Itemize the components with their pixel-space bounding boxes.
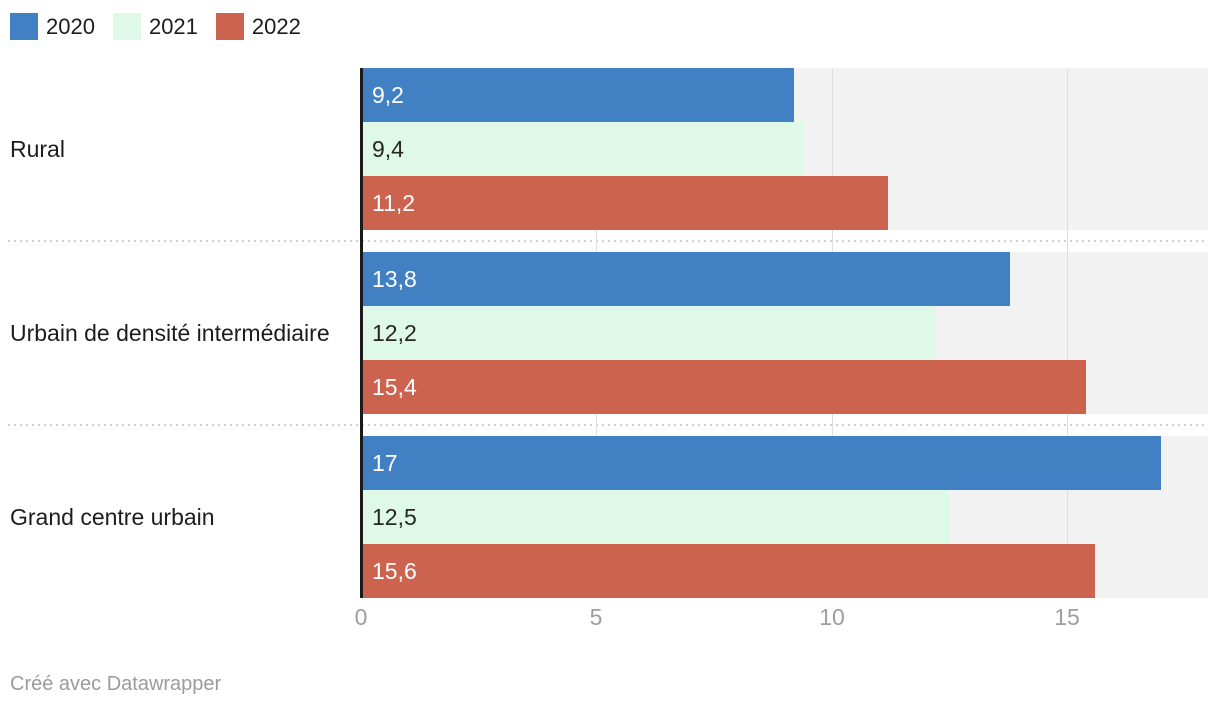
attribution-text: Créé avec Datawrapper [10,673,222,695]
bar-value-label: 11,2 [372,189,416,216]
bar-value-label: 12,2 [372,319,417,346]
group-separator [8,424,1208,426]
legend-label: 2021 [148,14,198,39]
bar-value-label: 9,4 [372,135,404,162]
bar-value-label: 12,5 [372,503,417,530]
legend-item-2021: 2021 [112,13,198,40]
category-label: Urbain de densité intermédiaire [10,319,330,346]
bar-2021: 12,2 [361,306,935,360]
group-separator [8,240,1208,242]
x-tick-label: 15 [1054,604,1080,630]
legend-swatch-icon [112,13,141,40]
bar-value-label: 15,4 [372,373,417,400]
bar-value-label: 15,6 [372,557,417,584]
bar-2021: 12,5 [361,490,949,544]
x-tick-label: 10 [819,604,845,630]
bar-2020: 9,2 [361,68,794,122]
category-label: Grand centre urbain [10,503,215,530]
gridline [1067,68,1068,598]
bar-value-label: 17 [372,449,398,476]
bar-value-label: 9,2 [372,81,404,108]
legend-label: 2022 [251,14,301,39]
bar-2022: 15,6 [361,544,1095,598]
category-label: Rural [10,135,65,162]
legend-item-2020: 2020 [10,13,95,40]
legend: 2020 2021 2022 [10,13,301,40]
x-tick-label: 0 [354,604,368,630]
bar-2020: 17 [361,436,1161,490]
legend-swatch-icon [10,13,38,40]
bar-2022: 11,2 [361,176,888,230]
legend-label: 2020 [46,14,95,39]
bar-2021: 9,4 [361,122,803,176]
bar-2020: 13,8 [361,252,1010,306]
bar-value-label: 13,8 [372,265,417,292]
x-tick-label: 5 [589,604,603,630]
legend-swatch-icon [215,13,244,40]
legend-item-2022: 2022 [215,13,301,40]
y-axis-line [360,68,363,598]
bar-2022: 15,4 [361,360,1086,414]
